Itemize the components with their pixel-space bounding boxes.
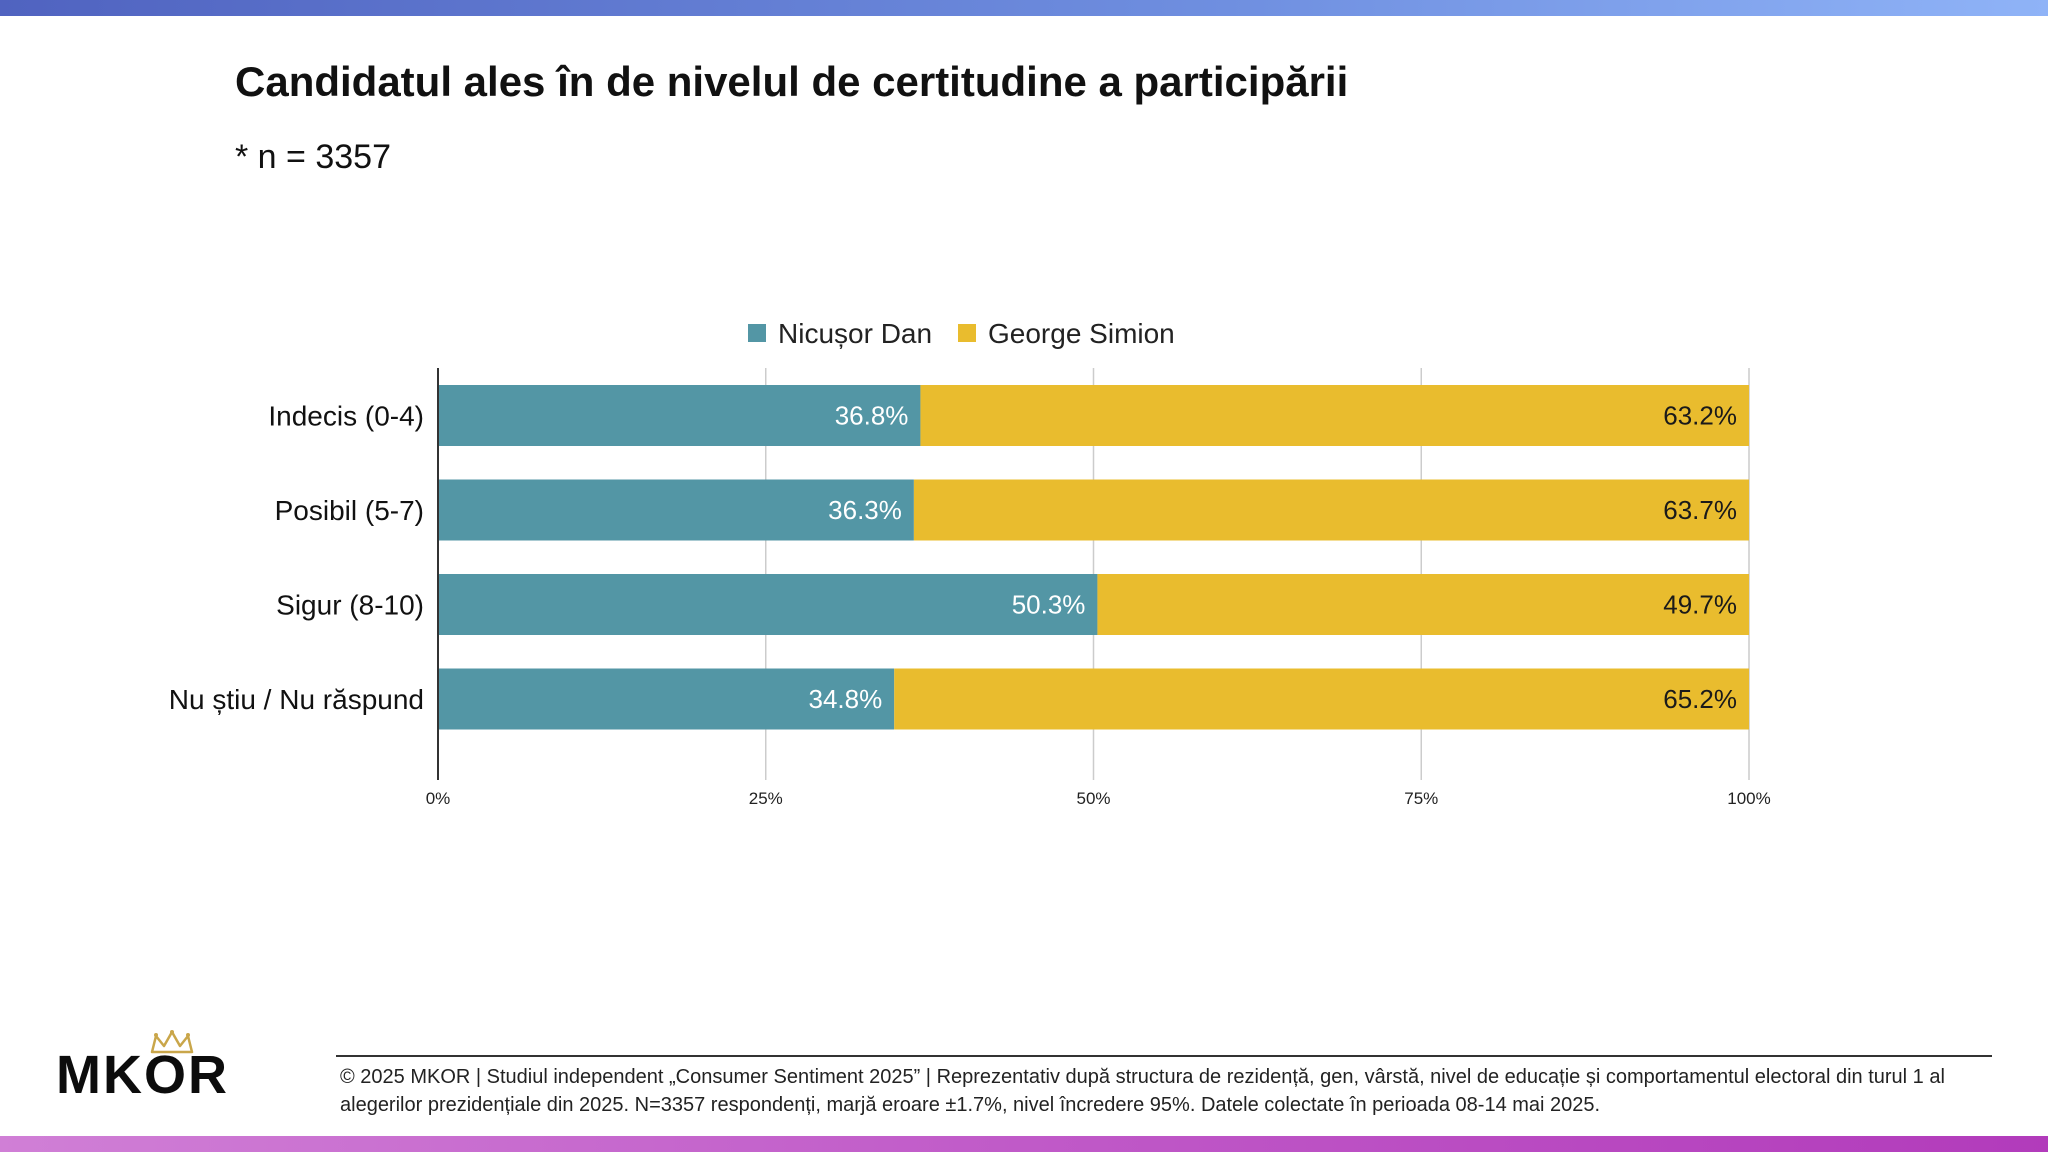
data-label: 50.3% — [1012, 590, 1086, 620]
data-label: 65.2% — [1663, 684, 1737, 714]
bar-george-simion — [894, 668, 1749, 730]
data-label: 36.8% — [835, 401, 909, 431]
legend-label-george-simion: George Simion — [988, 318, 1175, 349]
stacked-bar-chart: 0% 25% 50% 75% 100% 36.8% 63.2% Indecis (0-4) 36… — [169, 318, 1771, 808]
legend-swatch-george-simion — [958, 324, 976, 342]
bar-nicusor-dan — [438, 668, 895, 730]
x-tick-label: 25% — [749, 789, 783, 808]
mkor-logo: MKOR — [56, 1030, 246, 1105]
data-label: 49.7% — [1663, 590, 1737, 620]
bar-george-simion — [920, 385, 1749, 446]
data-label: 63.7% — [1663, 495, 1737, 525]
legend-label-nicusor-dan: Nicușor Dan — [778, 318, 932, 349]
bottom-accent-bar — [0, 1136, 2048, 1152]
bar-nicusor-dan — [438, 385, 921, 446]
data-label: 34.8% — [808, 684, 882, 714]
x-tick-label: 100% — [1727, 789, 1770, 808]
category-label: Indecis (0-4) — [268, 401, 424, 432]
legend-swatch-nicusor-dan — [748, 324, 766, 342]
footer-disclaimer: © 2025 MKOR | Studiul independent „Consu… — [340, 1066, 1945, 1116]
category-label: Posibil (5-7) — [275, 495, 424, 526]
x-tick-label: 75% — [1404, 789, 1438, 808]
page-title: Candidatul ales în de nivelul de certitu… — [235, 58, 1349, 105]
category-label: Sigur (8-10) — [276, 590, 424, 621]
crown-icon — [150, 1030, 194, 1054]
x-tick-label: 0% — [426, 789, 451, 808]
x-tick-label: 50% — [1076, 789, 1110, 808]
footer-divider — [336, 1055, 1992, 1057]
bar-nicusor-dan — [438, 574, 1098, 635]
logo-wordmark: MKOR — [56, 1045, 229, 1105]
bar-george-simion — [913, 479, 1749, 541]
bar-nicusor-dan — [438, 479, 914, 541]
data-label: 36.3% — [828, 495, 902, 525]
category-label: Nu știu / Nu răspund — [169, 684, 424, 715]
bar-george-simion — [1097, 574, 1749, 635]
data-label: 63.2% — [1663, 401, 1737, 431]
top-accent-bar — [0, 0, 2048, 16]
sample-size-note: * n = 3357 — [235, 138, 391, 176]
